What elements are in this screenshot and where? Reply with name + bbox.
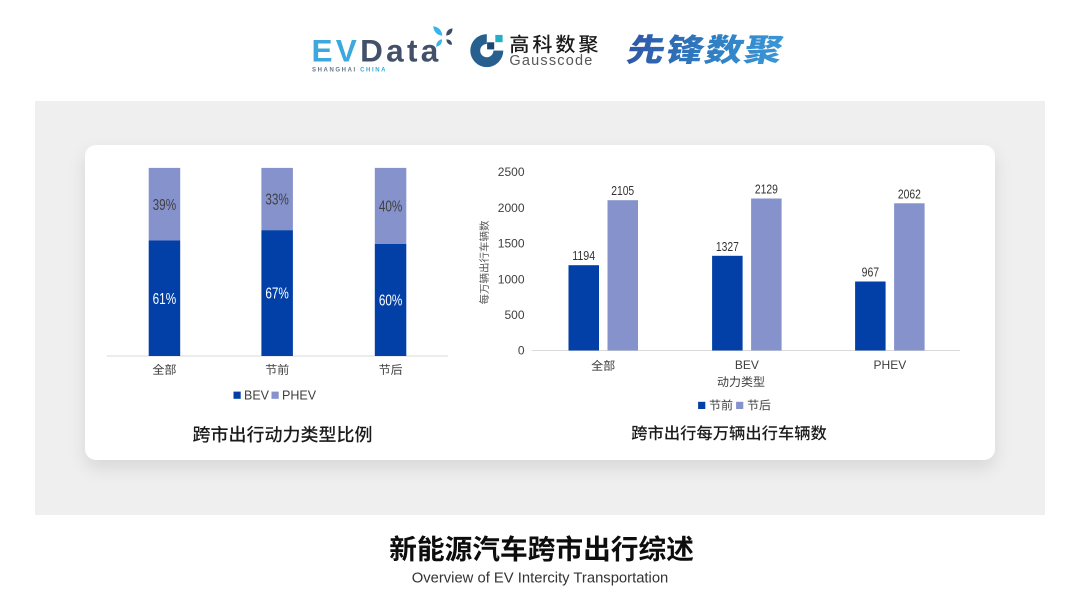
svg-text:967: 967 (862, 266, 880, 280)
svg-text:60%: 60% (379, 293, 403, 310)
svg-text:2000: 2000 (498, 201, 525, 215)
svg-text:2500: 2500 (498, 165, 525, 179)
svg-text:0: 0 (518, 344, 525, 358)
svg-text:2062: 2062 (898, 187, 921, 201)
svg-text:39%: 39% (153, 197, 177, 214)
svg-text:1327: 1327 (716, 240, 739, 254)
svg-text:Overview of EV Intercity Trans: Overview of EV Intercity Transportation (412, 571, 669, 587)
svg-text:BEV: BEV (244, 388, 270, 402)
svg-text:61%: 61% (153, 291, 177, 308)
svg-text:1500: 1500 (498, 237, 525, 251)
svg-text:67%: 67% (265, 286, 289, 303)
svg-text:1194: 1194 (572, 249, 595, 263)
svg-text:500: 500 (504, 308, 524, 322)
svg-text:40%: 40% (379, 199, 403, 216)
svg-text:2129: 2129 (755, 183, 778, 197)
svg-text:SHANGHAI CHINA: SHANGHAI CHINA (312, 68, 387, 74)
svg-text:33%: 33% (265, 192, 289, 209)
svg-text:EVData: EVData (312, 32, 442, 68)
svg-text:BEV: BEV (735, 358, 759, 372)
svg-text:Gausscode: Gausscode (509, 53, 593, 69)
svg-text:PHEV: PHEV (282, 388, 317, 402)
svg-text:PHEV: PHEV (874, 358, 907, 372)
svg-text:2105: 2105 (611, 184, 634, 198)
svg-text:1000: 1000 (498, 272, 525, 286)
